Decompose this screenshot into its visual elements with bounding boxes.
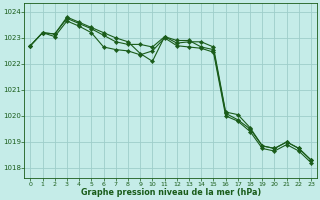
X-axis label: Graphe pression niveau de la mer (hPa): Graphe pression niveau de la mer (hPa) [81,188,261,197]
